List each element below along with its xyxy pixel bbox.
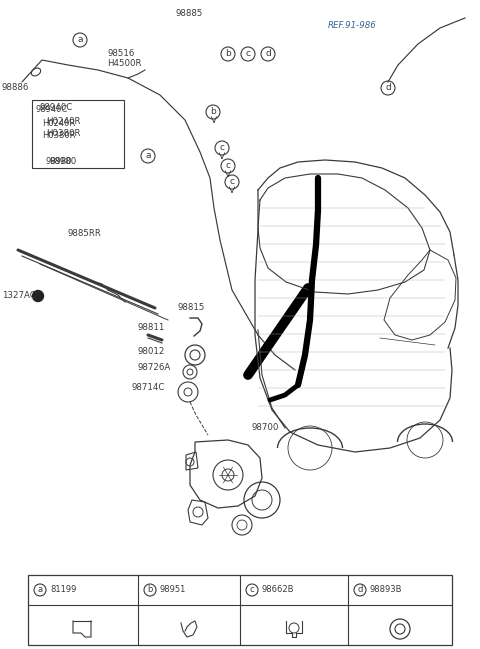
- Text: REF.91-986: REF.91-986: [328, 21, 377, 31]
- Text: a: a: [77, 36, 83, 45]
- Text: 98886: 98886: [2, 84, 29, 93]
- Text: d: d: [265, 49, 271, 58]
- Text: H0240R: H0240R: [42, 119, 75, 127]
- Text: 98811: 98811: [138, 323, 166, 332]
- Text: 98885: 98885: [175, 10, 203, 19]
- Text: 98726A: 98726A: [138, 363, 171, 373]
- Text: 98980: 98980: [50, 158, 77, 167]
- Bar: [28, 575, 452, 645]
- Text: c: c: [226, 162, 230, 171]
- Text: b: b: [210, 108, 216, 117]
- Text: 98700: 98700: [252, 424, 279, 432]
- Text: c: c: [245, 49, 251, 58]
- Text: 9885RR: 9885RR: [68, 230, 102, 238]
- Text: 98980: 98980: [46, 158, 72, 167]
- Text: H0380R: H0380R: [46, 129, 81, 138]
- Text: 98662B: 98662B: [262, 585, 295, 594]
- Text: c: c: [229, 177, 235, 186]
- Text: 81199: 81199: [50, 585, 76, 594]
- Text: 98940C: 98940C: [36, 106, 68, 114]
- Text: c: c: [219, 143, 225, 153]
- Circle shape: [33, 291, 44, 302]
- Text: H4500R: H4500R: [107, 60, 142, 69]
- Text: d: d: [385, 84, 391, 93]
- Text: c: c: [250, 585, 254, 594]
- Text: b: b: [147, 585, 153, 594]
- Text: a: a: [37, 585, 43, 594]
- Text: 98940C: 98940C: [40, 103, 73, 112]
- Text: 98516: 98516: [107, 49, 134, 58]
- Text: a: a: [145, 151, 151, 160]
- Text: 98012: 98012: [138, 347, 166, 356]
- Text: H0240R: H0240R: [46, 117, 81, 125]
- Text: 98815: 98815: [178, 304, 205, 313]
- Text: 1327AC: 1327AC: [2, 291, 36, 300]
- Text: 98951: 98951: [160, 585, 186, 594]
- Text: 98714C: 98714C: [132, 384, 166, 393]
- Text: b: b: [225, 49, 231, 58]
- Text: H0380R: H0380R: [42, 130, 75, 140]
- Text: d: d: [357, 585, 363, 594]
- Bar: [32, 100, 124, 168]
- Text: 98893B: 98893B: [370, 585, 403, 594]
